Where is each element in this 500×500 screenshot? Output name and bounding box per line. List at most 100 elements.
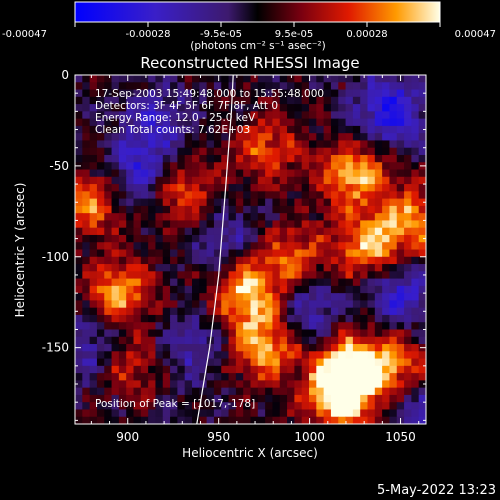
heatmap-cell (228, 256, 237, 265)
heatmap-cell (389, 242, 398, 251)
heatmap-cell (118, 387, 127, 396)
heatmap-cell (126, 285, 135, 294)
heatmap-cell (316, 256, 325, 265)
heatmap-cell (411, 322, 420, 331)
heatmap-cell (96, 416, 105, 424)
heatmap-cell (294, 387, 303, 396)
heatmap-cell (82, 147, 91, 156)
heatmap-cell (104, 409, 113, 418)
heatmap-cell (301, 365, 310, 374)
heatmap-cell (257, 387, 266, 396)
heatmap-cell (418, 82, 426, 91)
heatmap-cell (250, 82, 259, 91)
heatmap-cell (360, 409, 369, 418)
heatmap-cell (338, 118, 347, 127)
heatmap-cell (345, 205, 354, 214)
heatmap-cell (155, 387, 164, 396)
heatmap-cell (126, 125, 135, 134)
heatmap-cell (316, 249, 325, 258)
heatmap-cell (228, 220, 237, 229)
heatmap-cell (206, 184, 215, 192)
heatmap-cell (184, 409, 193, 418)
heatmap-cell (382, 198, 391, 207)
heatmap-cell (396, 293, 405, 301)
heatmap-cell (301, 387, 310, 396)
heatmap-cell (96, 140, 105, 149)
heatmap-cell (199, 198, 208, 207)
heatmap-cell (272, 242, 281, 251)
heatmap-cell (345, 416, 354, 424)
heatmap-cell (228, 242, 237, 251)
heatmap-cell (396, 234, 405, 243)
heatmap-cell (330, 133, 339, 142)
colorbar-tick-label: 0.00028 (346, 29, 387, 40)
heatmap-cell (96, 336, 105, 345)
heatmap-cell (235, 227, 244, 236)
heatmap-cell (199, 409, 208, 418)
heatmap-cell (118, 234, 127, 243)
heatmap-cell (257, 213, 266, 222)
heatmap-cell (235, 300, 244, 309)
heatmap-cell (221, 344, 230, 352)
heatmap-cell (294, 125, 303, 134)
heatmap-cell (75, 249, 83, 258)
heatmap-cell (323, 307, 332, 316)
heatmap-cell (418, 198, 426, 207)
heatmap-cell (96, 365, 105, 374)
heatmap-cell (309, 213, 317, 222)
heatmap-cell (330, 358, 339, 367)
heatmap-cell (250, 322, 259, 331)
heatmap-cell (235, 373, 244, 381)
heatmap-cell (316, 409, 325, 418)
heatmap-cell (294, 198, 303, 207)
heatmap-cell (177, 227, 186, 236)
heatmap-cell (323, 293, 332, 301)
heatmap-cell (374, 249, 383, 258)
heatmap-cell (323, 285, 332, 294)
heatmap-cell (126, 198, 135, 207)
annotation-clean-counts: Clean Total counts: 7.62E+03 (95, 124, 250, 136)
heatmap-cell (367, 314, 376, 323)
heatmap-cell (309, 264, 317, 272)
heatmap-cell (250, 351, 259, 360)
heatmap-cell (111, 242, 120, 251)
heatmap-cell (345, 184, 354, 192)
heatmap-cell (140, 125, 149, 134)
heatmap-cell (330, 205, 339, 214)
heatmap-cell (133, 140, 142, 149)
x-tick-label: 1050 (385, 430, 416, 444)
heatmap-cell (279, 104, 288, 112)
heatmap-cell (250, 307, 259, 316)
heatmap-cell (396, 154, 405, 163)
heatmap-cell (294, 394, 303, 403)
heatmap-cell (316, 184, 325, 192)
heatmap-cell (177, 75, 186, 83)
heatmap-cell (177, 205, 186, 214)
heatmap-cell (279, 380, 288, 389)
heatmap-cell (206, 154, 215, 163)
heatmap-cell (367, 111, 376, 120)
heatmap-cell (309, 365, 317, 374)
heatmap-cell (294, 147, 303, 156)
heatmap-cell (404, 358, 412, 367)
heatmap-cell (257, 133, 266, 142)
heatmap-cell (374, 278, 383, 287)
heatmap-cell (250, 89, 259, 98)
heatmap-cell (250, 111, 259, 120)
heatmap-cell (148, 278, 157, 287)
heatmap-cell (389, 314, 398, 323)
heatmap-cell (389, 220, 398, 229)
heatmap-cell (206, 264, 215, 272)
heatmap-cell (374, 416, 383, 424)
heatmap-cell (272, 365, 281, 374)
heatmap-cell (148, 409, 157, 418)
heatmap-cell (148, 191, 157, 200)
heatmap-cell (221, 205, 230, 214)
heatmap-cell (104, 373, 113, 381)
heatmap-cell (228, 365, 237, 374)
heatmap-cell (96, 249, 105, 258)
heatmap-cell (367, 96, 376, 105)
heatmap-cell (389, 118, 398, 127)
heatmap-cell (404, 285, 412, 294)
heatmap-cell (294, 409, 303, 418)
